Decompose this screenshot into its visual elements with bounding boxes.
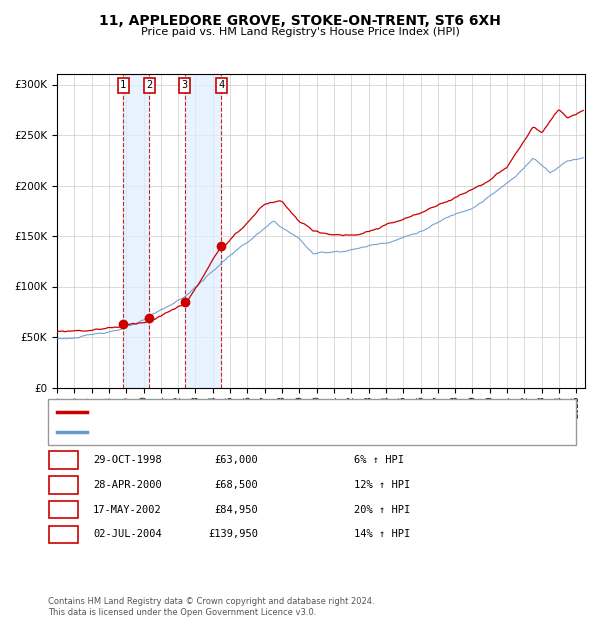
Text: 12% ↑ HPI: 12% ↑ HPI <box>354 480 410 490</box>
Text: 11, APPLEDORE GROVE, STOKE-ON-TRENT, ST6 6XH: 11, APPLEDORE GROVE, STOKE-ON-TRENT, ST6… <box>99 14 501 28</box>
Text: £63,000: £63,000 <box>214 455 258 465</box>
Text: 29-OCT-1998: 29-OCT-1998 <box>93 455 162 465</box>
Text: 11, APPLEDORE GROVE, STOKE-ON-TRENT, ST6 6XH (detached house): 11, APPLEDORE GROVE, STOKE-ON-TRENT, ST6… <box>93 407 451 417</box>
Text: 4: 4 <box>218 81 224 91</box>
Text: 4: 4 <box>60 529 67 539</box>
Text: 1: 1 <box>60 455 67 465</box>
Text: 6% ↑ HPI: 6% ↑ HPI <box>354 455 404 465</box>
Bar <box>185 74 221 388</box>
Text: 2: 2 <box>146 81 152 91</box>
Text: HPI: Average price, detached house, Stoke-on-Trent: HPI: Average price, detached house, Stok… <box>93 427 387 437</box>
Text: 1: 1 <box>120 81 127 91</box>
Text: 28-APR-2000: 28-APR-2000 <box>93 480 162 490</box>
Text: £139,950: £139,950 <box>208 529 258 539</box>
Text: 2: 2 <box>60 480 67 490</box>
Text: 17-MAY-2002: 17-MAY-2002 <box>93 505 162 515</box>
Text: Price paid vs. HM Land Registry's House Price Index (HPI): Price paid vs. HM Land Registry's House … <box>140 27 460 37</box>
Text: 14% ↑ HPI: 14% ↑ HPI <box>354 529 410 539</box>
Text: £68,500: £68,500 <box>214 480 258 490</box>
Text: 02-JUL-2004: 02-JUL-2004 <box>93 529 162 539</box>
Text: Contains HM Land Registry data © Crown copyright and database right 2024.
This d: Contains HM Land Registry data © Crown c… <box>48 598 374 617</box>
Text: £84,950: £84,950 <box>214 505 258 515</box>
Text: 3: 3 <box>60 505 67 515</box>
Text: 20% ↑ HPI: 20% ↑ HPI <box>354 505 410 515</box>
Text: 3: 3 <box>182 81 188 91</box>
Bar <box>124 74 149 388</box>
